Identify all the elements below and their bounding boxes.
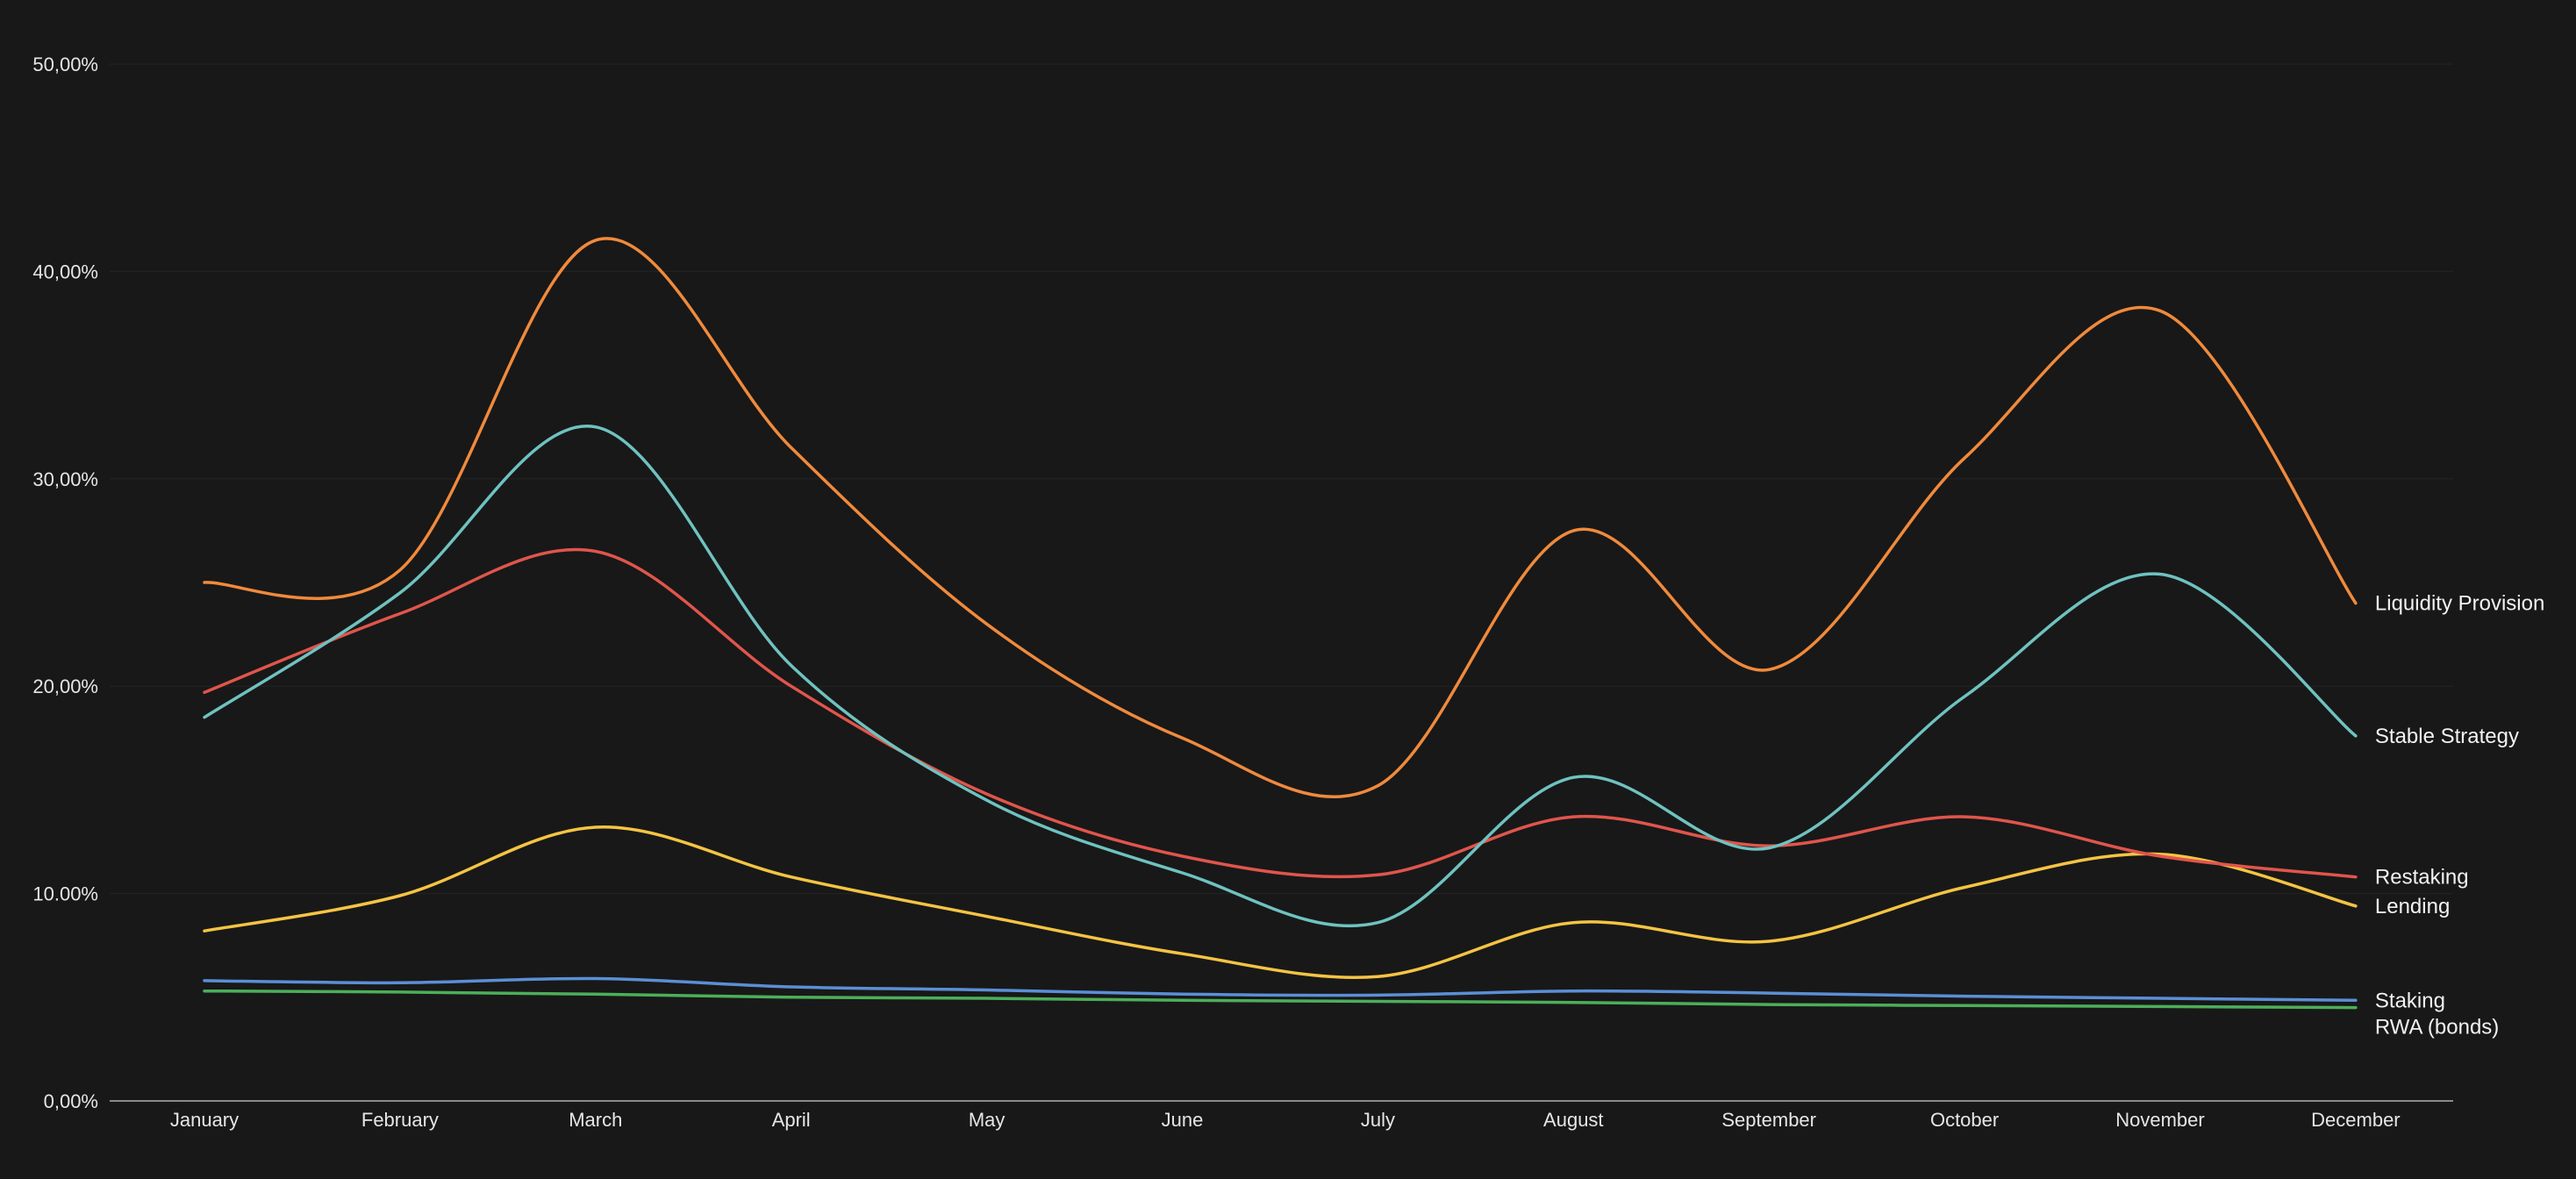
y-axis-ticks: 0,00% 10.00% 20,00% 30,00% 40,00% 50,00% — [32, 54, 98, 1112]
series-label-stable-strategy: Stable Strategy — [2375, 725, 2519, 748]
x-tick-label: July — [1361, 1109, 1395, 1131]
x-tick-label: January — [170, 1109, 239, 1131]
series-labels: Liquidity Provision Stable Strategy Restak… — [2375, 592, 2544, 1040]
x-tick-label: June — [1162, 1109, 1204, 1131]
y-tick-label: 30,00% — [32, 468, 98, 490]
x-tick-label: September — [1721, 1109, 1816, 1131]
y-tick-label: 0,00% — [44, 1090, 98, 1112]
x-tick-label: May — [969, 1109, 1005, 1131]
x-tick-label: August — [1543, 1109, 1604, 1131]
series-line-liquidity-provision — [203, 237, 2358, 798]
series-label-staking: Staking — [2375, 989, 2445, 1012]
x-tick-label: March — [569, 1109, 622, 1131]
gridlines — [110, 63, 2453, 895]
x-axis-ticks: January February March April May June July Augu… — [170, 1109, 2401, 1131]
x-tick-label: February — [361, 1109, 439, 1131]
x-tick-label: April — [772, 1109, 811, 1131]
series-label-liquidity-provision: Liquidity Provision — [2375, 592, 2544, 616]
series-lines — [203, 237, 2358, 1010]
series-line-rwa-bonds — [203, 989, 2358, 1010]
x-tick-label: October — [1930, 1109, 1999, 1131]
series-label-rwa-bonds: RWA (bonds) — [2375, 1015, 2499, 1039]
series-line-stable-strategy — [203, 425, 2358, 928]
y-tick-label: 10.00% — [32, 883, 98, 905]
y-tick-label: 40,00% — [32, 261, 98, 282]
series-line-lending — [203, 825, 2358, 979]
y-tick-label: 20,00% — [32, 675, 98, 697]
series-line-staking — [203, 976, 2358, 1003]
series-label-restaking: Restaking — [2375, 866, 2469, 890]
x-tick-label: November — [2115, 1109, 2204, 1131]
y-tick-label: 50,00% — [32, 54, 98, 75]
series-label-lending: Lending — [2375, 895, 2450, 918]
x-tick-label: December — [2311, 1109, 2400, 1131]
series-line-restaking — [203, 547, 2358, 879]
